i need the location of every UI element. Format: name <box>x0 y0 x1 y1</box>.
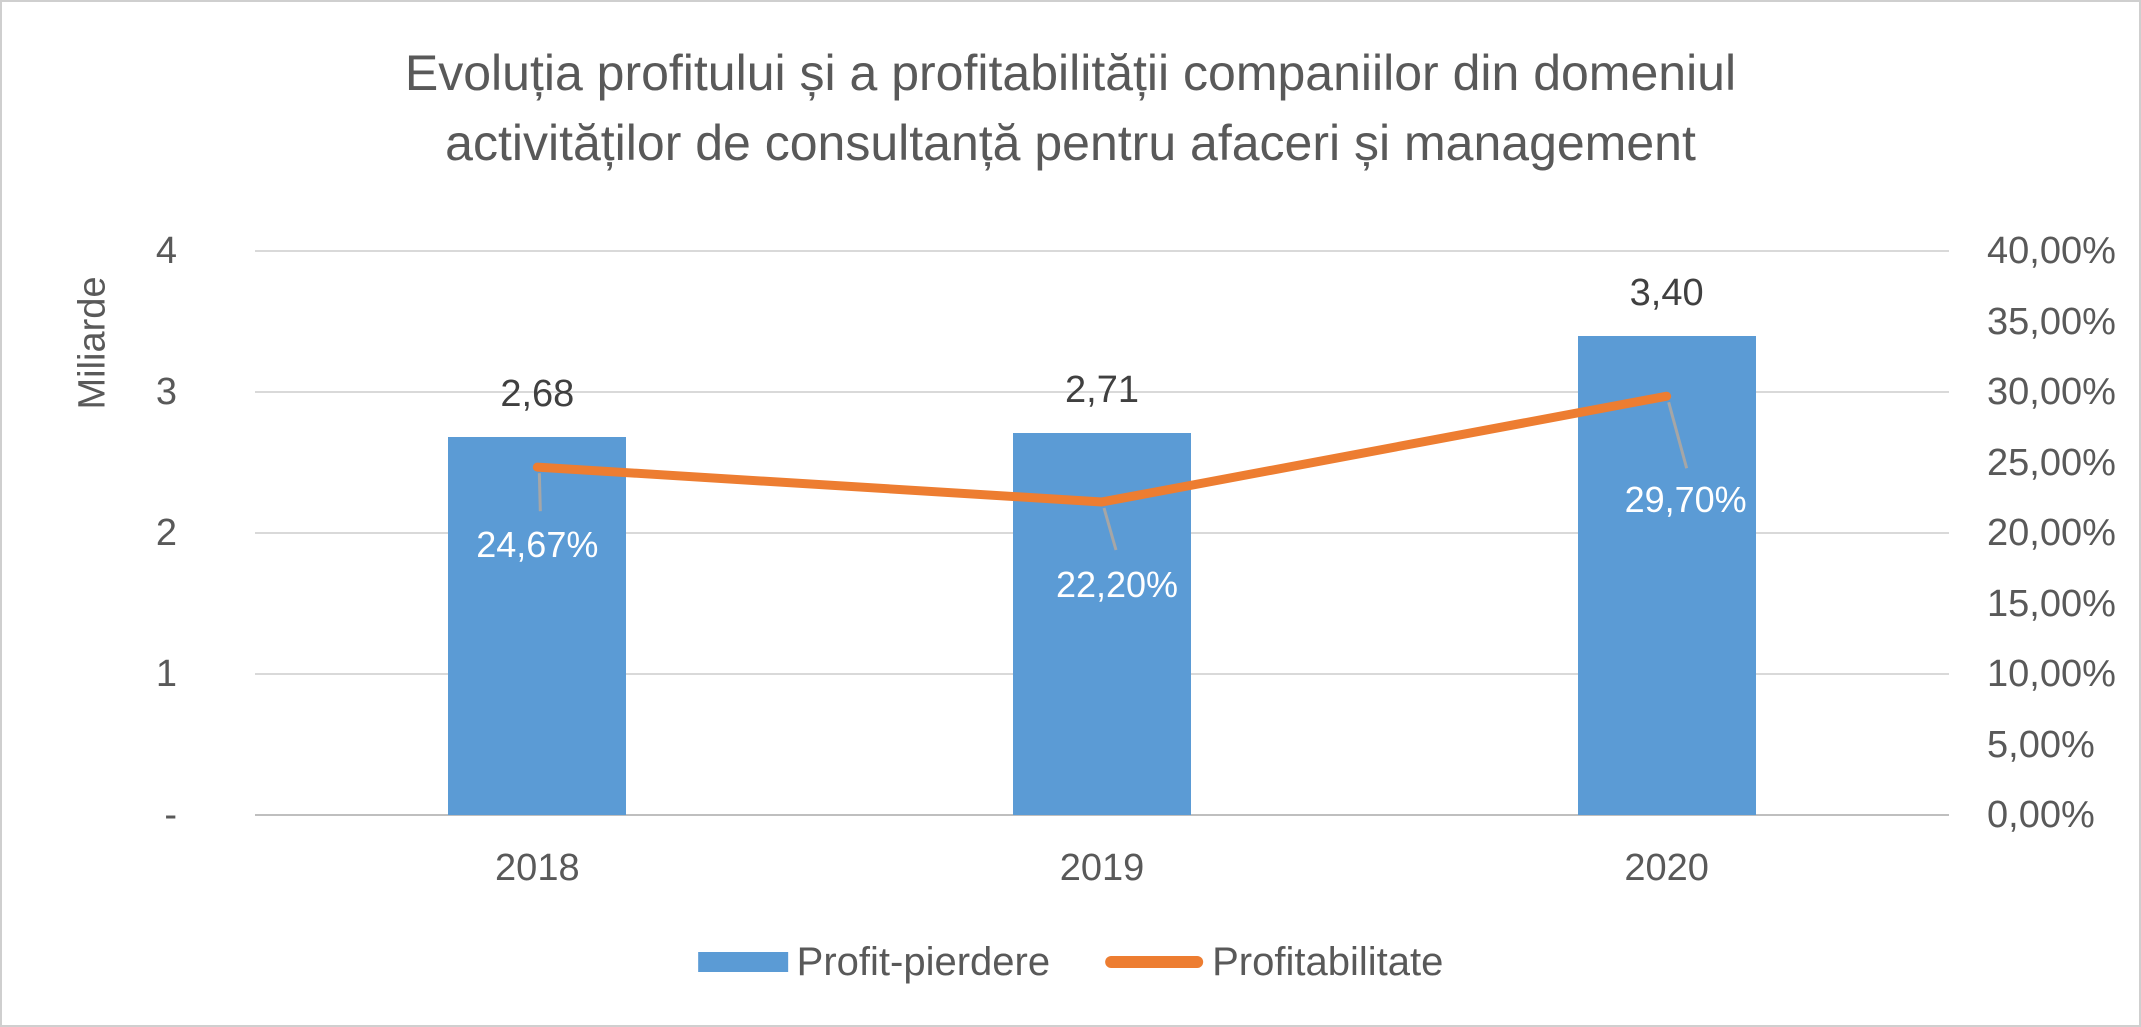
right-tick-label: 15,00% <box>1987 582 2116 625</box>
left-tick-label: 3 <box>155 371 177 413</box>
x-axis-label-2019: 2019 <box>1059 847 1145 889</box>
left-tick-label: - <box>164 794 177 836</box>
left-tick-label: 4 <box>155 230 177 272</box>
right-tick-label: 10,00% <box>1987 653 2116 695</box>
line-value-label: 29,70% <box>1624 479 1747 521</box>
right-tick-label: 20,00% <box>1987 512 2116 554</box>
right-tick-label: 30,00% <box>1987 371 2116 413</box>
right-tick-label: 25,00% <box>1987 441 2116 484</box>
bar-2019[interactable] <box>1013 432 1191 815</box>
gridline <box>255 250 1949 252</box>
right-tick-label: 40,00% <box>1987 230 2116 272</box>
legend-label-profitabilitate[interactable]: Profitabilitate <box>1212 939 1444 984</box>
legend-swatch-profit-pierdere[interactable] <box>697 952 788 972</box>
x-axis-label-2018: 2018 <box>495 847 580 889</box>
x-axis-label-2020: 2020 <box>1624 847 1709 889</box>
bar-2020[interactable] <box>1577 335 1756 815</box>
line-value-label: 24,67% <box>476 524 599 566</box>
chart-title: Evoluția profitului și a profitabilități… <box>2 38 2139 178</box>
right-tick-label: 5,00% <box>1987 723 2095 766</box>
right-tick-label: 0,00% <box>1987 794 2095 836</box>
right-tick-label: 35,00% <box>1987 300 2116 343</box>
x-axis-line <box>255 814 1949 816</box>
chart-title-line2: activităților de consultanță pentru afac… <box>445 115 1696 171</box>
bar-value-label: 2,68 <box>500 373 575 416</box>
left-tick-label: 2 <box>155 512 177 554</box>
chart-title-line1: Evoluția profitului și a profitabilități… <box>404 45 1737 101</box>
left-tick-label: 1 <box>155 653 177 695</box>
legend-label-profit-pierdere[interactable]: Profit-pierdere <box>796 939 1051 984</box>
bar-2018[interactable] <box>448 437 627 815</box>
legend: Profit-pierdere Profitabilitate <box>697 938 1444 986</box>
bar-value-label: 2,71 <box>1065 368 1139 411</box>
line-value-label: 22,20% <box>1055 563 1179 605</box>
bar-value-label: 3,40 <box>1629 271 1704 314</box>
legend-swatch-profitabilitate[interactable] <box>1105 956 1204 968</box>
